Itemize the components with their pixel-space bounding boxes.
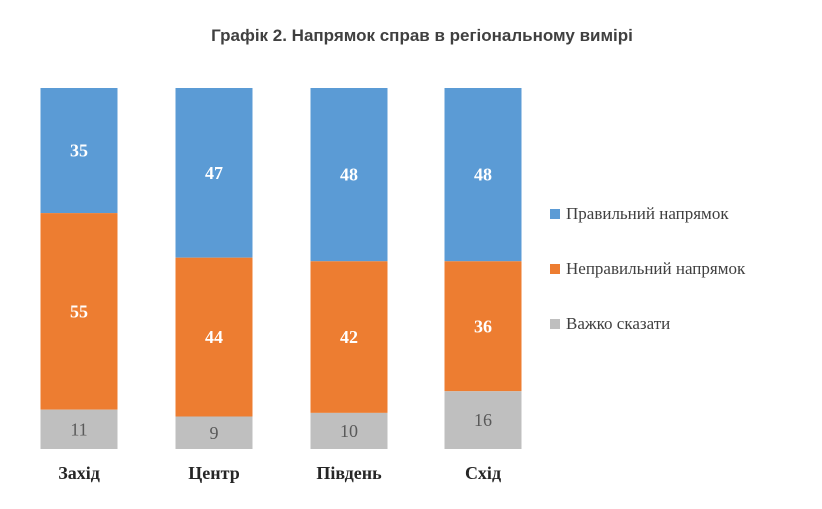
data-label-3-1: 48	[340, 165, 358, 185]
data-label-3-2: 42	[340, 327, 358, 347]
category-label-3: Південь	[316, 463, 382, 483]
bar-segment-2-3	[175, 416, 253, 449]
data-label-2-2: 44	[205, 327, 223, 347]
bar-segment-4-1	[444, 88, 522, 262]
chart-title: Графік 2. Напрямок справ в регіональному…	[211, 26, 633, 45]
data-label-4-1: 48	[474, 165, 492, 185]
legend-swatch-2	[550, 264, 560, 274]
category-label-1: Захід	[58, 463, 100, 483]
data-label-1-2: 55	[70, 301, 88, 321]
bar-segment-3-2	[310, 261, 388, 413]
bar-segment-1-1	[40, 88, 118, 214]
legend-swatch-1	[550, 209, 560, 219]
category-label-2: Центр	[188, 463, 239, 483]
data-label-4-2: 36	[474, 316, 492, 336]
legend-label-3: Важко сказати	[566, 314, 670, 333]
bars-group: 35 55 11 47 44 9 48 42 10 48 36 16	[40, 88, 522, 449]
bar-segment-4-2	[444, 261, 522, 392]
bar-segment-1-2	[40, 213, 118, 410]
category-labels: Захід Центр Південь Схід	[58, 463, 501, 483]
bar-segment-3-1	[310, 88, 388, 262]
data-label-3-3: 10	[340, 421, 358, 441]
bar-segment-4-3	[444, 391, 522, 449]
legend-label-2: Неправильний напрямок	[566, 259, 746, 278]
data-label-4-3: 16	[474, 410, 492, 430]
data-label-2-1: 47	[205, 163, 223, 183]
data-label-2-3: 9	[210, 423, 219, 443]
data-label-1-3: 11	[70, 419, 87, 439]
bar-segment-1-3	[40, 409, 118, 449]
legend: Правильний напрямок Неправильний напрямок…	[550, 204, 746, 333]
category-label-4: Схід	[465, 463, 501, 483]
bar-segment-3-3	[310, 412, 388, 449]
data-label-1-1: 35	[70, 141, 88, 161]
legend-label-1: Правильний напрямок	[566, 204, 729, 223]
bar-segment-2-1	[175, 88, 253, 258]
legend-swatch-3	[550, 319, 560, 329]
bar-segment-2-2	[175, 257, 253, 417]
